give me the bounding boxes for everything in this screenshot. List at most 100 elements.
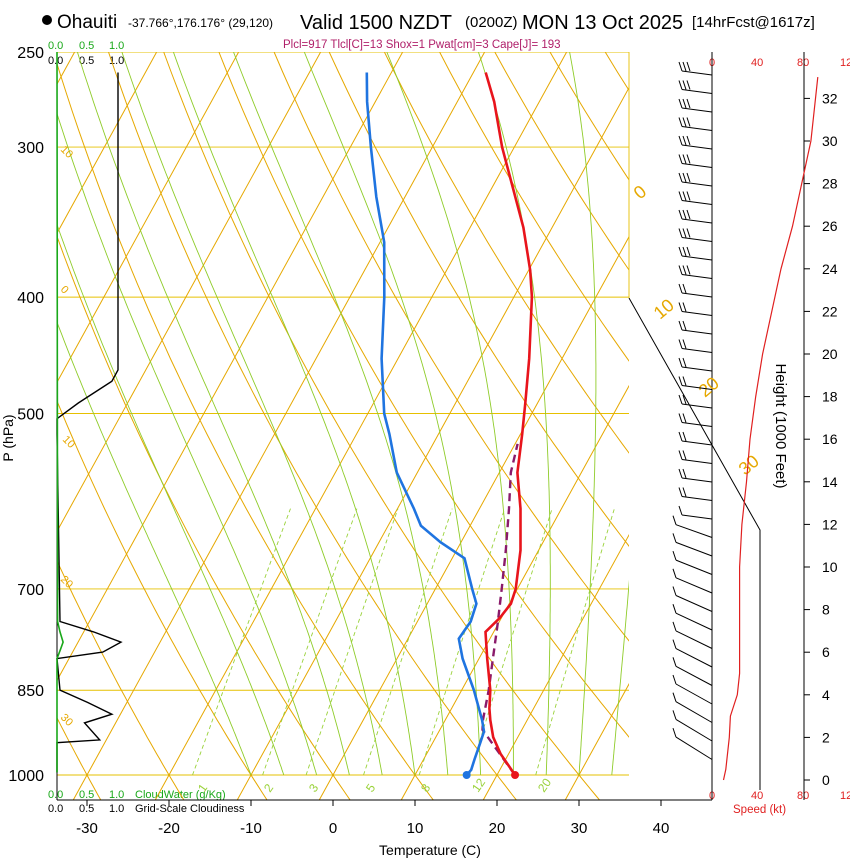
cloudiness-label: Grid-Scale Cloudiness — [135, 803, 245, 815]
wind-barb-shaft — [675, 595, 713, 612]
x-tick-label: -10 — [240, 820, 262, 837]
wind-barb-flag — [672, 639, 677, 649]
skew-panel-edge — [628, 297, 761, 790]
isotherm-label: 0 — [58, 284, 71, 297]
wind-barb-flag — [682, 191, 687, 201]
pressure-tick-label: 300 — [17, 140, 44, 157]
x-axis-title: Temperature (C) — [379, 842, 481, 858]
wind-barb-flag — [682, 228, 687, 238]
wind-barb-flag — [678, 339, 683, 349]
speed-tick: 40 — [751, 790, 763, 802]
wind-barb-flag — [678, 209, 683, 220]
wind-barb-flag — [682, 450, 687, 460]
theta-label: 20 — [695, 373, 723, 401]
wind-barb-shaft — [681, 403, 713, 409]
mixing-ratio-label: 3 — [306, 781, 321, 795]
cloudwater-tick: 0.0 — [48, 40, 63, 52]
speed-tick: 12 — [840, 790, 850, 802]
wind-barb — [678, 413, 713, 427]
isotherm-line — [154, 52, 568, 800]
isotherm-label: 10 — [60, 434, 77, 451]
wind-barb-flag — [678, 394, 683, 405]
pressure-tick-label: 850 — [17, 683, 44, 700]
wind-barb-flag — [682, 283, 687, 294]
moist-adiabat-line — [569, 52, 597, 776]
height-tick-label: 0 — [822, 772, 830, 788]
station-marker — [42, 15, 52, 25]
wind-barb-shaft — [681, 181, 713, 187]
wind-barb-flag — [678, 265, 683, 275]
wind-barb-flag — [678, 302, 683, 312]
wind-barb-shaft — [675, 541, 713, 557]
temperature-trace — [484, 72, 534, 776]
speed-tick: 80 — [797, 57, 809, 69]
cloudiness-tick: 0.5 — [79, 55, 94, 67]
wind-barb-shaft — [675, 559, 713, 575]
dry-adiabat-line — [163, 52, 601, 800]
wind-barb — [678, 191, 713, 205]
wind-barb — [678, 302, 713, 316]
wind-barb — [678, 265, 713, 279]
wind-barb-flag — [686, 209, 691, 220]
wind-barb-flag — [682, 487, 687, 497]
wind-barb — [678, 117, 713, 131]
station-name: Ohauiti — [57, 12, 117, 33]
wind-barb-flag — [682, 431, 687, 442]
dry-adiabat-line — [57, 235, 351, 800]
surface-dewpoint-dot — [462, 771, 471, 779]
height-axis-title: Height (1000 Feet) — [772, 363, 789, 488]
x-tick-label: 0 — [329, 820, 337, 837]
wind-barb-flag — [682, 246, 687, 257]
wind-barb-shaft — [681, 89, 713, 94]
wind-barb — [678, 376, 713, 390]
zulu-time: (0200Z) — [465, 14, 518, 31]
height-tick-label: 18 — [822, 389, 838, 405]
wind-barb-flag — [682, 80, 687, 90]
valid-time: Valid 1500 NZDT — [300, 12, 452, 34]
height-tick-label: 10 — [822, 559, 838, 575]
wind-barb-flag — [672, 621, 677, 632]
wind-barb-shaft — [681, 422, 713, 427]
wind-barb — [672, 674, 713, 705]
wind-barb-flag — [682, 320, 687, 331]
wind-barb-shaft — [681, 218, 713, 224]
mixing-ratio-line — [192, 508, 291, 776]
wind-barb — [678, 394, 713, 409]
mixing-ratio-line — [363, 508, 453, 776]
isotherm-label: 20 — [58, 574, 75, 591]
height-tick-label: 12 — [822, 516, 838, 532]
wind-barb-flag — [678, 172, 683, 183]
pressure-tick-label: 700 — [17, 582, 44, 599]
wind-barb-flag — [686, 265, 691, 275]
dry-adiabat-line — [383, 52, 629, 454]
isotherm-line — [57, 52, 240, 384]
mixing-ratio-line — [262, 508, 358, 776]
cloudiness-tick: 0.0 — [48, 803, 63, 815]
wind-barb-flag — [682, 209, 687, 220]
dry-adiabat-line — [57, 62, 434, 800]
speed-tick: 40 — [751, 57, 763, 69]
wind-barb-flag — [672, 550, 677, 561]
wind-barb-shaft — [681, 366, 713, 372]
wind-barb-flag — [682, 135, 687, 146]
wind-barb-flag — [678, 246, 683, 257]
wind-barb-flag — [682, 265, 687, 275]
wind-barb-shaft — [681, 496, 713, 501]
height-tick-label: 32 — [822, 90, 838, 106]
wind-barb — [672, 568, 713, 594]
profiles — [365, 72, 534, 776]
moist-adiabat-line — [76, 52, 350, 776]
wind-barb-shaft — [681, 163, 713, 168]
speed-tick: 12 — [840, 57, 850, 69]
isotherm-line — [482, 533, 629, 800]
moist-adiabat-line — [645, 52, 719, 775]
wind-barb — [672, 657, 713, 686]
wind-barb-flag — [682, 117, 687, 127]
wind-barb-shaft — [681, 385, 713, 390]
dry-adiabat-line — [494, 52, 629, 271]
mixing-ratio-label: 20 — [535, 775, 554, 794]
wind-barb — [678, 357, 713, 372]
pressure-tick-label: 400 — [17, 290, 44, 307]
wind-barb-shaft — [681, 348, 713, 353]
moist-adiabat-line — [57, 321, 252, 776]
